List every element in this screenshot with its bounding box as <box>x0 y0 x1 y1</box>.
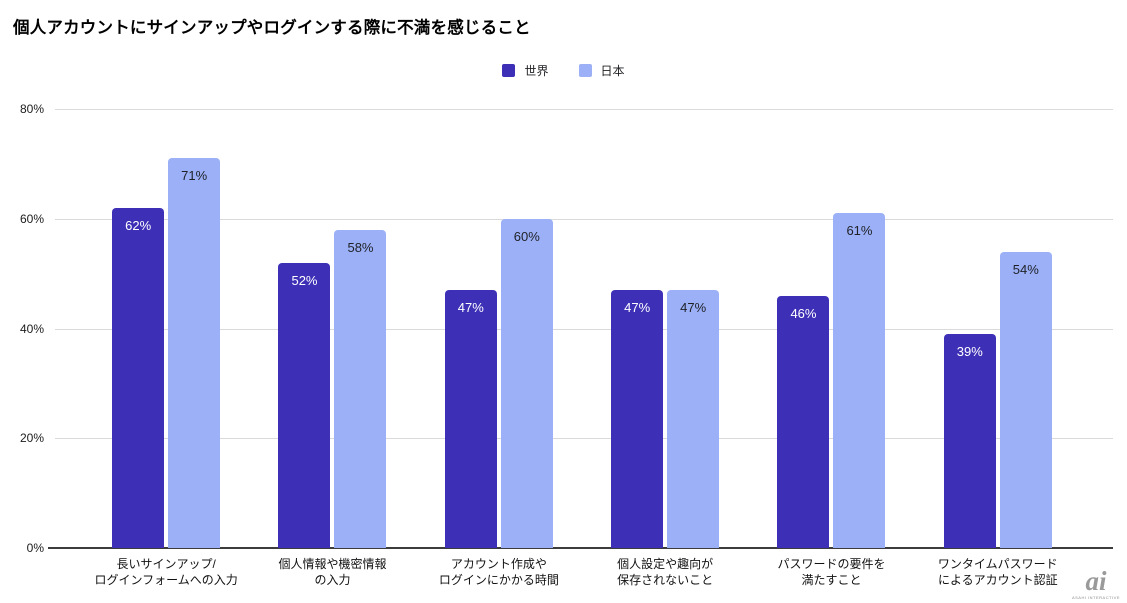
bar-group-4: 46% 61% <box>748 213 914 548</box>
x-axis-label-1: 個人情報や機密情報 の入力 <box>278 557 387 587</box>
bar-group-0: 62% 71% <box>83 158 249 548</box>
bar-value-label: 46% <box>790 305 817 321</box>
legend-label-world: 世界 <box>524 64 549 78</box>
x-axis-label-0: 長いサインアップ/ ログインフォームへの入力 <box>94 557 238 587</box>
legend-swatch-world <box>502 64 516 77</box>
y-tick-label-40%: 40% <box>19 321 44 336</box>
bar-japan-4: 61% <box>833 213 886 548</box>
chart-title: 個人アカウントにサインアップやログインする際に不満を感じること <box>13 19 531 37</box>
gridline-40% <box>55 328 1113 330</box>
x-axis-line <box>48 547 1113 549</box>
y-axis: 0% 20% 40% 60% 80% <box>0 102 47 555</box>
x-axis-label-4: パスワードの要件を 満たすこと <box>777 557 886 587</box>
bar-group-5: 39% 54% <box>915 251 1081 548</box>
bar-value-label: 58% <box>347 239 374 255</box>
watermark-text: ai <box>1085 566 1107 596</box>
bar-value-label: 52% <box>291 272 318 288</box>
bar-japan-1: 58% <box>334 229 387 548</box>
bar-japan-5: 54% <box>999 251 1052 548</box>
y-tick-label-60%: 60% <box>19 211 44 226</box>
bar-world-5: 39% <box>943 334 996 548</box>
bar-group-3: 47% 47% <box>582 290 748 548</box>
bar-japan-3: 47% <box>667 290 720 548</box>
bar-value-label: 39% <box>956 344 983 359</box>
plot-area: 62% 71% 52% 58% 47% 60% 47% 47% 46% 61% 39% 54% <box>48 109 1113 549</box>
legend-label-japan: 日本 <box>600 64 625 78</box>
x-axis-label-2: アカウント作成や ログインにかかる時間 <box>438 557 559 587</box>
bar-world-3: 47% <box>611 290 664 548</box>
bar-value-label: 47% <box>457 300 484 316</box>
bar-value-label: 61% <box>846 223 873 239</box>
bar-world-0: 62% <box>112 207 165 548</box>
bar-value-label: 47% <box>624 300 651 316</box>
y-tick-label-20%: 20% <box>19 431 44 446</box>
bar-japan-2: 60% <box>500 218 553 548</box>
bar-group-2: 47% 60% <box>416 218 582 548</box>
x-axis-label-5: ワンタイムパスワード によるアカウント認証 <box>937 557 1058 587</box>
legend-item-japan: 日本 <box>578 62 625 79</box>
gridline-20% <box>55 438 1113 440</box>
x-axis-labels: 長いサインアップ/ ログインフォームへの入力 個人情報や機密情報 の入力 アカウント… <box>83 556 1081 588</box>
bar-value-label: 60% <box>513 228 540 244</box>
y-tick-label-0%: 0% <box>26 541 44 555</box>
bar-world-2: 47% <box>444 290 497 548</box>
bar-japan-0: 71% <box>168 158 221 548</box>
legend-item-world: 世界 <box>502 62 549 79</box>
bar-value-label: 62% <box>125 217 152 233</box>
x-axis-label-3: 個人設定や趣向が 保存されないこと <box>617 557 714 587</box>
bar-group-1: 52% 58% <box>249 229 415 548</box>
watermark-subtext: asahi interactive <box>1071 595 1120 600</box>
legend-swatch-japan <box>578 64 592 77</box>
bar-value-label: 54% <box>1012 261 1039 277</box>
y-tick-label-80%: 80% <box>19 102 44 116</box>
bar-value-label: 71% <box>181 168 208 184</box>
bar-groups: 62% 71% 52% 58% 47% 60% 47% 47% 46% 61% 39% 54% <box>83 109 1081 548</box>
gridline-80% <box>55 109 1113 110</box>
watermark-logo: ai asahi interactive <box>1072 568 1120 600</box>
bar-world-1: 52% <box>278 262 331 548</box>
bar-world-4: 46% <box>777 295 830 548</box>
gridline-60% <box>55 218 1113 220</box>
legend: 世界 日本 <box>0 62 1127 79</box>
bar-value-label: 47% <box>680 300 707 316</box>
